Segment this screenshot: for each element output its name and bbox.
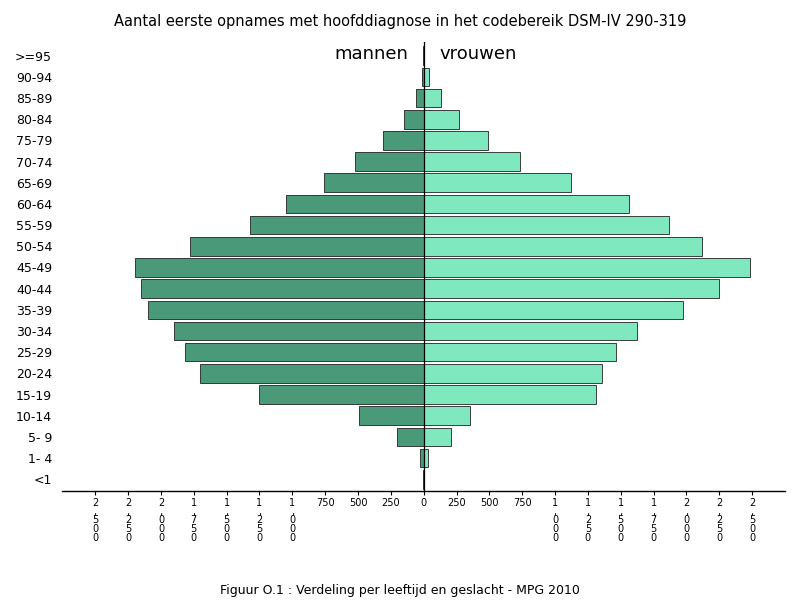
Bar xyxy=(398,428,424,446)
Bar xyxy=(424,385,596,404)
Bar xyxy=(424,406,470,425)
Bar xyxy=(259,385,424,404)
Bar xyxy=(424,364,602,383)
Bar xyxy=(174,322,424,340)
Text: mannen: mannen xyxy=(334,45,408,63)
Bar xyxy=(424,237,702,256)
Bar xyxy=(424,301,682,319)
Text: Figuur O.1 : Verdeling per leeftijd en geslacht - MPG 2010: Figuur O.1 : Verdeling per leeftijd en g… xyxy=(220,584,580,597)
Bar xyxy=(422,68,424,86)
Bar xyxy=(200,364,424,383)
Bar xyxy=(424,343,615,361)
Bar xyxy=(424,322,637,340)
Bar xyxy=(424,216,670,235)
Bar xyxy=(185,343,424,361)
Bar xyxy=(424,258,750,277)
Bar xyxy=(424,173,571,192)
Bar xyxy=(424,152,520,171)
Bar xyxy=(424,110,459,128)
Bar xyxy=(420,449,424,467)
Bar xyxy=(416,89,424,107)
Text: Aantal eerste opnames met hoofddiagnose in het codebereik DSM-IV 290-319: Aantal eerste opnames met hoofddiagnose … xyxy=(114,14,686,29)
Bar xyxy=(190,237,424,256)
Bar xyxy=(148,301,424,319)
Bar xyxy=(142,280,424,298)
Bar xyxy=(424,280,719,298)
Bar xyxy=(324,173,424,192)
Bar xyxy=(424,68,429,86)
Bar xyxy=(404,110,424,128)
Text: vrouwen: vrouwen xyxy=(439,45,517,63)
Bar xyxy=(355,152,424,171)
Bar xyxy=(424,194,629,213)
Bar xyxy=(134,258,424,277)
Bar xyxy=(383,131,424,150)
Bar xyxy=(424,131,488,150)
Bar xyxy=(424,89,441,107)
Bar xyxy=(286,194,424,213)
Bar xyxy=(424,428,451,446)
Bar xyxy=(424,449,428,467)
Bar xyxy=(250,216,424,235)
Bar xyxy=(359,406,424,425)
